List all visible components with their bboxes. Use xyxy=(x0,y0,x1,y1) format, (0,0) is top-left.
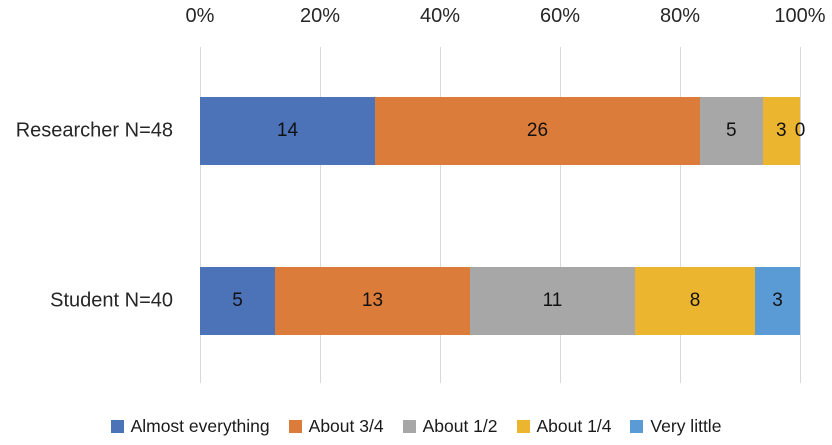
data-label: 5 xyxy=(725,120,737,141)
x-axis-tick-label: 80% xyxy=(659,5,701,27)
x-axis-tick-label: 0% xyxy=(185,5,215,27)
legend-item: Almost everything xyxy=(110,415,270,437)
data-label: 14 xyxy=(276,120,299,141)
legend-item: About 3/4 xyxy=(288,415,384,437)
data-label: 13 xyxy=(361,290,384,311)
legend: Almost everything About 3/4 About 1/2 About… xyxy=(0,413,832,439)
x-axis-tick-label: 20% xyxy=(299,5,341,27)
bar-segment: 8 xyxy=(635,267,755,335)
bar-segment: 5 xyxy=(200,267,275,335)
gridline xyxy=(439,47,441,383)
data-label: 0 xyxy=(794,120,806,141)
legend-label: Very little xyxy=(650,415,722,436)
legend-item: About 1/4 xyxy=(516,415,612,437)
legend-swatch-icon xyxy=(630,419,644,433)
legend-item: Very little xyxy=(630,416,721,437)
x-axis-tick-label: 60% xyxy=(539,5,581,27)
x-axis-tick-label: 40% xyxy=(419,5,461,27)
bar-segment: 13 xyxy=(275,267,470,335)
x-axis-tick-label: 100% xyxy=(774,5,826,27)
bar-segment: 14 xyxy=(200,97,375,165)
legend-label: About 3/4 xyxy=(308,415,384,436)
bar-row: 5 13 11 8 3 xyxy=(200,267,800,335)
gridline xyxy=(559,47,561,383)
category-label: Student N=40 xyxy=(50,289,173,312)
bar-segment: 5 xyxy=(700,97,763,165)
legend-swatch-icon xyxy=(288,419,302,433)
data-label: 3 xyxy=(772,290,783,311)
bar-segment: 26 xyxy=(375,97,700,165)
data-label: 8 xyxy=(689,290,701,311)
bar-segment: 3 xyxy=(762,97,800,165)
gridline xyxy=(679,47,681,383)
bar-segment: 3 xyxy=(755,267,800,335)
gridline xyxy=(319,47,321,383)
gridline xyxy=(799,47,801,383)
data-label: 11 xyxy=(542,290,563,311)
legend-swatch-icon xyxy=(110,419,124,433)
legend-label: About 1/2 xyxy=(422,415,498,436)
data-label: 3 xyxy=(775,120,787,141)
legend-item: About 1/2 xyxy=(402,415,498,437)
legend-swatch-icon xyxy=(402,419,416,433)
data-label: 5 xyxy=(232,290,243,311)
data-label: 26 xyxy=(526,120,549,141)
legend-label: Almost everything xyxy=(130,415,270,436)
category-label: Researcher N=48 xyxy=(15,119,173,142)
legend-swatch-icon xyxy=(516,419,530,433)
gridline xyxy=(199,47,201,383)
legend-label: About 1/4 xyxy=(536,415,612,436)
bar-segment: 11 xyxy=(470,267,635,335)
bar-row: 14 26 5 3 0 xyxy=(200,97,805,165)
